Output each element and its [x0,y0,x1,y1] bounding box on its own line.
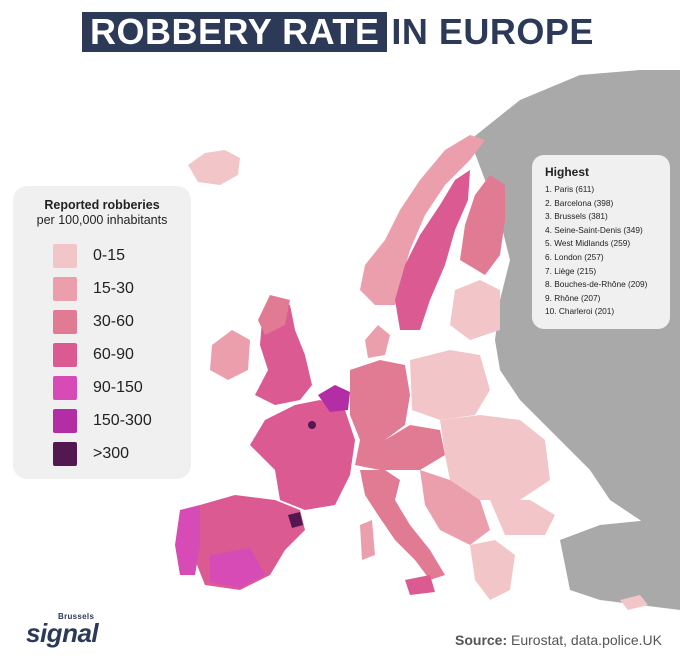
denmark [365,325,390,358]
sicily [405,575,435,595]
legend-swatch [53,277,77,301]
benelux [318,385,350,412]
highest-item: 4. Seine-Saint-Denis (349) [545,224,643,235]
title-rest: IN EUROPE [391,11,594,52]
bulgaria [490,500,555,535]
highest-item: 9. Rhône (207) [545,292,601,303]
portugal [175,505,200,575]
logo-small-text: Brussels [58,612,95,621]
highest-item: 10. Charleroi (201) [545,306,615,317]
legend-item: 15-30 [53,277,134,301]
legend-swatch [53,310,77,334]
turkey-region [560,520,680,610]
legend-label: 90-150 [93,379,143,396]
highest-panel: Highest 1. Paris (611) 2. Barcelona (398… [532,155,670,329]
germany [350,360,410,440]
brussels-signal-logo: Brussels signal [26,612,116,648]
legend-item: >300 [53,442,129,466]
poland [410,350,490,420]
source-note: Source: Eurostat, data.police.UK [455,632,662,648]
highest-item: 1. Paris (611) [545,184,595,194]
italy [360,470,445,580]
paris-hotspot [308,421,316,429]
legend-item: 0-15 [53,244,125,268]
highest-item: 6. London (257) [545,251,604,262]
legend-swatch [53,244,77,268]
scotland [258,295,290,335]
sweden [395,170,470,330]
france [250,400,355,510]
logo-big-text: signal [26,618,99,648]
southeast-europe [440,415,550,500]
title-highlight: ROBBERY RATE [82,12,388,52]
iceland [188,150,240,185]
legend-label: 15-30 [93,280,134,297]
central-europe [355,425,445,470]
ireland [210,330,250,380]
legend-item: 150-300 [53,409,152,433]
legend-label: >300 [93,445,130,462]
source-text: Eurostat, data.police.UK [511,632,662,648]
cyprus [620,595,648,610]
legend-swatch [53,343,77,367]
legend-label: 60-90 [93,346,134,363]
legend-title-line1: Reported robberies [44,198,160,212]
barcelona-hotspot [288,512,303,528]
norway [360,135,485,305]
legend-swatch [53,442,77,466]
page-title: ROBBERY RATE IN EUROPE [0,12,680,52]
balkans [420,470,490,545]
legend-title: Reported robberies per 100,000 inhabitan… [13,198,191,228]
legend-item: 60-90 [53,343,134,367]
legend-title-line2: per 100,000 inhabitants [36,213,168,227]
legend-panel: Reported robberies per 100,000 inhabitan… [13,186,191,479]
legend-label: 0-15 [93,247,126,264]
highest-item: 5. West Midlands (259) [545,238,631,249]
sardinia [360,520,375,560]
greece [470,540,515,600]
highest-item: 2. Barcelona (398) [545,197,614,208]
highest-title: Highest [545,165,590,179]
baltics [450,280,500,340]
spain-south [210,548,265,588]
highest-item: 3. Brussels (381) [545,211,608,222]
legend-label: 30-60 [93,313,134,330]
legend-item: 90-150 [53,376,143,400]
source-label: Source: [455,632,508,648]
highest-item: 7. Liège (215) [545,265,597,276]
legend-swatch [53,409,77,433]
legend-swatch [53,376,77,400]
legend-item: 30-60 [53,310,134,334]
finland [460,175,505,275]
highest-item: 8. Bouches-de-Rhône (209) [545,279,648,290]
legend-label: 150-300 [93,412,152,429]
